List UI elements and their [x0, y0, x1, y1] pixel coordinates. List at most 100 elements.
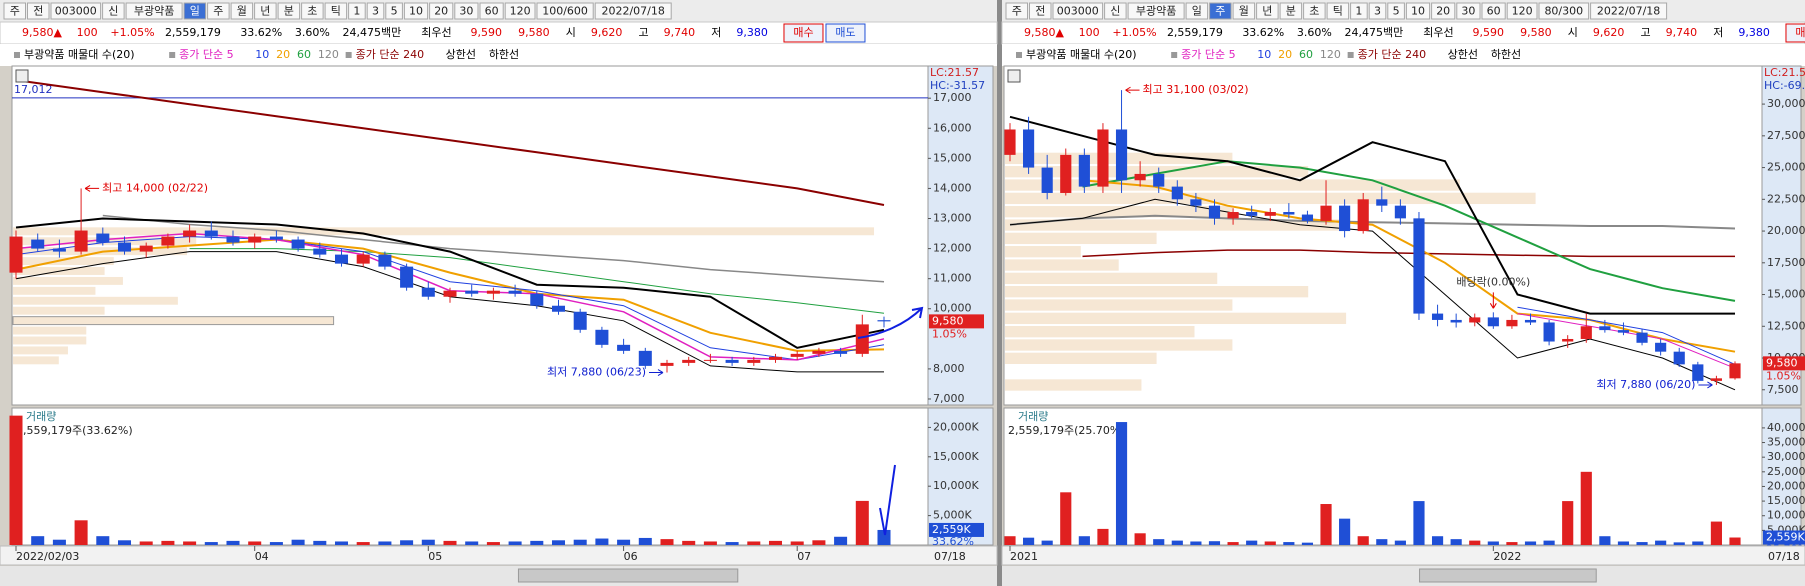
- toolbar-button[interactable]: [1104, 2, 1127, 20]
- volume-bar: [1134, 533, 1146, 545]
- trade-button[interactable]: [783, 23, 824, 43]
- candle-body: [183, 230, 197, 237]
- candle-body: [617, 344, 631, 351]
- toolbar-button[interactable]: [125, 2, 183, 20]
- toolbar-button[interactable]: [1350, 2, 1368, 20]
- toolbar-button[interactable]: [183, 2, 207, 20]
- toolbar-button[interactable]: [1506, 2, 1538, 20]
- indicator-line: [1082, 249, 1735, 258]
- toolbar-button[interactable]: [1456, 2, 1481, 20]
- quote-value: 9,580▲: [1024, 26, 1064, 39]
- candle-body: [1431, 313, 1444, 320]
- toolbar-button[interactable]: [1279, 2, 1303, 20]
- candle-body: [725, 359, 739, 363]
- legend-item: 상한선: [1448, 48, 1478, 61]
- toolbar-button[interactable]: [348, 2, 366, 20]
- volume-profile-bar: [1005, 246, 1081, 258]
- toolbar-button[interactable]: [1387, 2, 1405, 20]
- toolbar-button[interactable]: [207, 2, 230, 20]
- y-tick-label: 13,000: [933, 212, 972, 225]
- toolbar-button[interactable]: [1431, 2, 1456, 20]
- volume-bar: [1115, 422, 1128, 545]
- indicator-line: [1082, 160, 1736, 302]
- scroll-thumb[interactable]: [517, 568, 739, 583]
- legend-item: 부광약품 매물대 수(20): [1026, 47, 1137, 61]
- toolbar-button[interactable]: [50, 2, 102, 20]
- volume-profile-bar: [13, 276, 123, 285]
- toolbar-button[interactable]: [1326, 2, 1350, 20]
- candle-body: [1171, 186, 1183, 200]
- quote-value: 9,580: [518, 26, 550, 39]
- toolbar-button[interactable]: [1232, 2, 1256, 20]
- toolbar-label: 5: [1393, 5, 1400, 18]
- toolbar-button[interactable]: [277, 2, 301, 20]
- toolbar-button[interactable]: [1405, 2, 1431, 20]
- toolbar-button[interactable]: [1052, 2, 1104, 20]
- toolbar-button[interactable]: [301, 2, 324, 20]
- volume-bar: [1469, 540, 1481, 545]
- toolbar-button[interactable]: [1481, 2, 1506, 20]
- toolbar-button[interactable]: [504, 2, 536, 20]
- volume-bar: [1208, 541, 1221, 545]
- toolbar-button[interactable]: [536, 2, 594, 20]
- candle-body: [1097, 129, 1109, 187]
- quote-value: 9,620: [591, 26, 623, 39]
- toolbar-button[interactable]: [1005, 2, 1028, 20]
- candle-body: [1227, 212, 1239, 219]
- indicator-line: [1009, 115, 1735, 315]
- scroll-thumb[interactable]: [1419, 568, 1597, 583]
- quote-value: 24,475백만: [1345, 26, 1404, 39]
- toolbar-button[interactable]: [594, 2, 672, 20]
- y-tick-label: 5,000K: [933, 509, 972, 522]
- toolbar-button[interactable]: [1538, 2, 1590, 20]
- candle-body: [334, 254, 349, 264]
- candle-body: [530, 293, 544, 306]
- toolbar-button[interactable]: [3, 2, 26, 20]
- toolbar-button[interactable]: [324, 2, 348, 20]
- toolbar-button[interactable]: [27, 2, 50, 20]
- scrollbar[interactable]: [0, 566, 997, 586]
- toolbar-button[interactable]: [1368, 2, 1387, 20]
- quote-value: 9,580▲: [22, 26, 62, 39]
- toolbar-button[interactable]: [385, 2, 403, 20]
- candle-body: [1506, 319, 1518, 327]
- toolbar-button[interactable]: [429, 2, 454, 20]
- chart-icon: [1007, 69, 1021, 83]
- toolbar-button[interactable]: [454, 2, 479, 20]
- toolbar-button[interactable]: [1127, 2, 1185, 20]
- toolbar-label: 틱: [1333, 5, 1343, 18]
- volume-profile-bar: [13, 306, 105, 315]
- scrollbar[interactable]: [1002, 566, 1805, 586]
- trade-button[interactable]: [825, 23, 866, 43]
- toolbar-button[interactable]: [1256, 2, 1279, 20]
- candle-body: [400, 266, 414, 288]
- toolbar-button[interactable]: [366, 2, 385, 20]
- candle-body: [486, 290, 500, 294]
- volume-profile-bar: [13, 247, 188, 256]
- candle-body: [768, 356, 783, 360]
- y-tick-label: 15,000K: [933, 450, 979, 463]
- trade-button[interactable]: [1785, 23, 1805, 43]
- reference-label: 17,012: [14, 83, 53, 96]
- toolbar-button[interactable]: [1590, 2, 1668, 20]
- toolbar-button[interactable]: [1029, 2, 1052, 20]
- toolbar-label: 틱: [331, 5, 341, 18]
- volume-bar: [1562, 501, 1574, 545]
- toolbar-button[interactable]: [254, 2, 277, 20]
- volume-bar: [96, 536, 110, 545]
- toolbar-button[interactable]: [403, 2, 429, 20]
- volume-bar: [1673, 542, 1685, 545]
- candle-body: [1692, 364, 1704, 381]
- volume-bar: [378, 541, 392, 545]
- legend-icon: [1171, 52, 1178, 58]
- volume-bar: [573, 539, 587, 545]
- toolbar-button[interactable]: [1185, 2, 1209, 20]
- toolbar-button[interactable]: [1209, 2, 1232, 20]
- toolbar-button[interactable]: [102, 2, 125, 20]
- toolbar-button[interactable]: [1303, 2, 1326, 20]
- quote-value: 시: [1568, 26, 1578, 39]
- toolbar-button[interactable]: [479, 2, 504, 20]
- annotation: 최저 7,880 (06/20): [1596, 378, 1695, 391]
- toolbar-button[interactable]: [230, 2, 254, 20]
- toolbar-label: 60: [1487, 5, 1501, 18]
